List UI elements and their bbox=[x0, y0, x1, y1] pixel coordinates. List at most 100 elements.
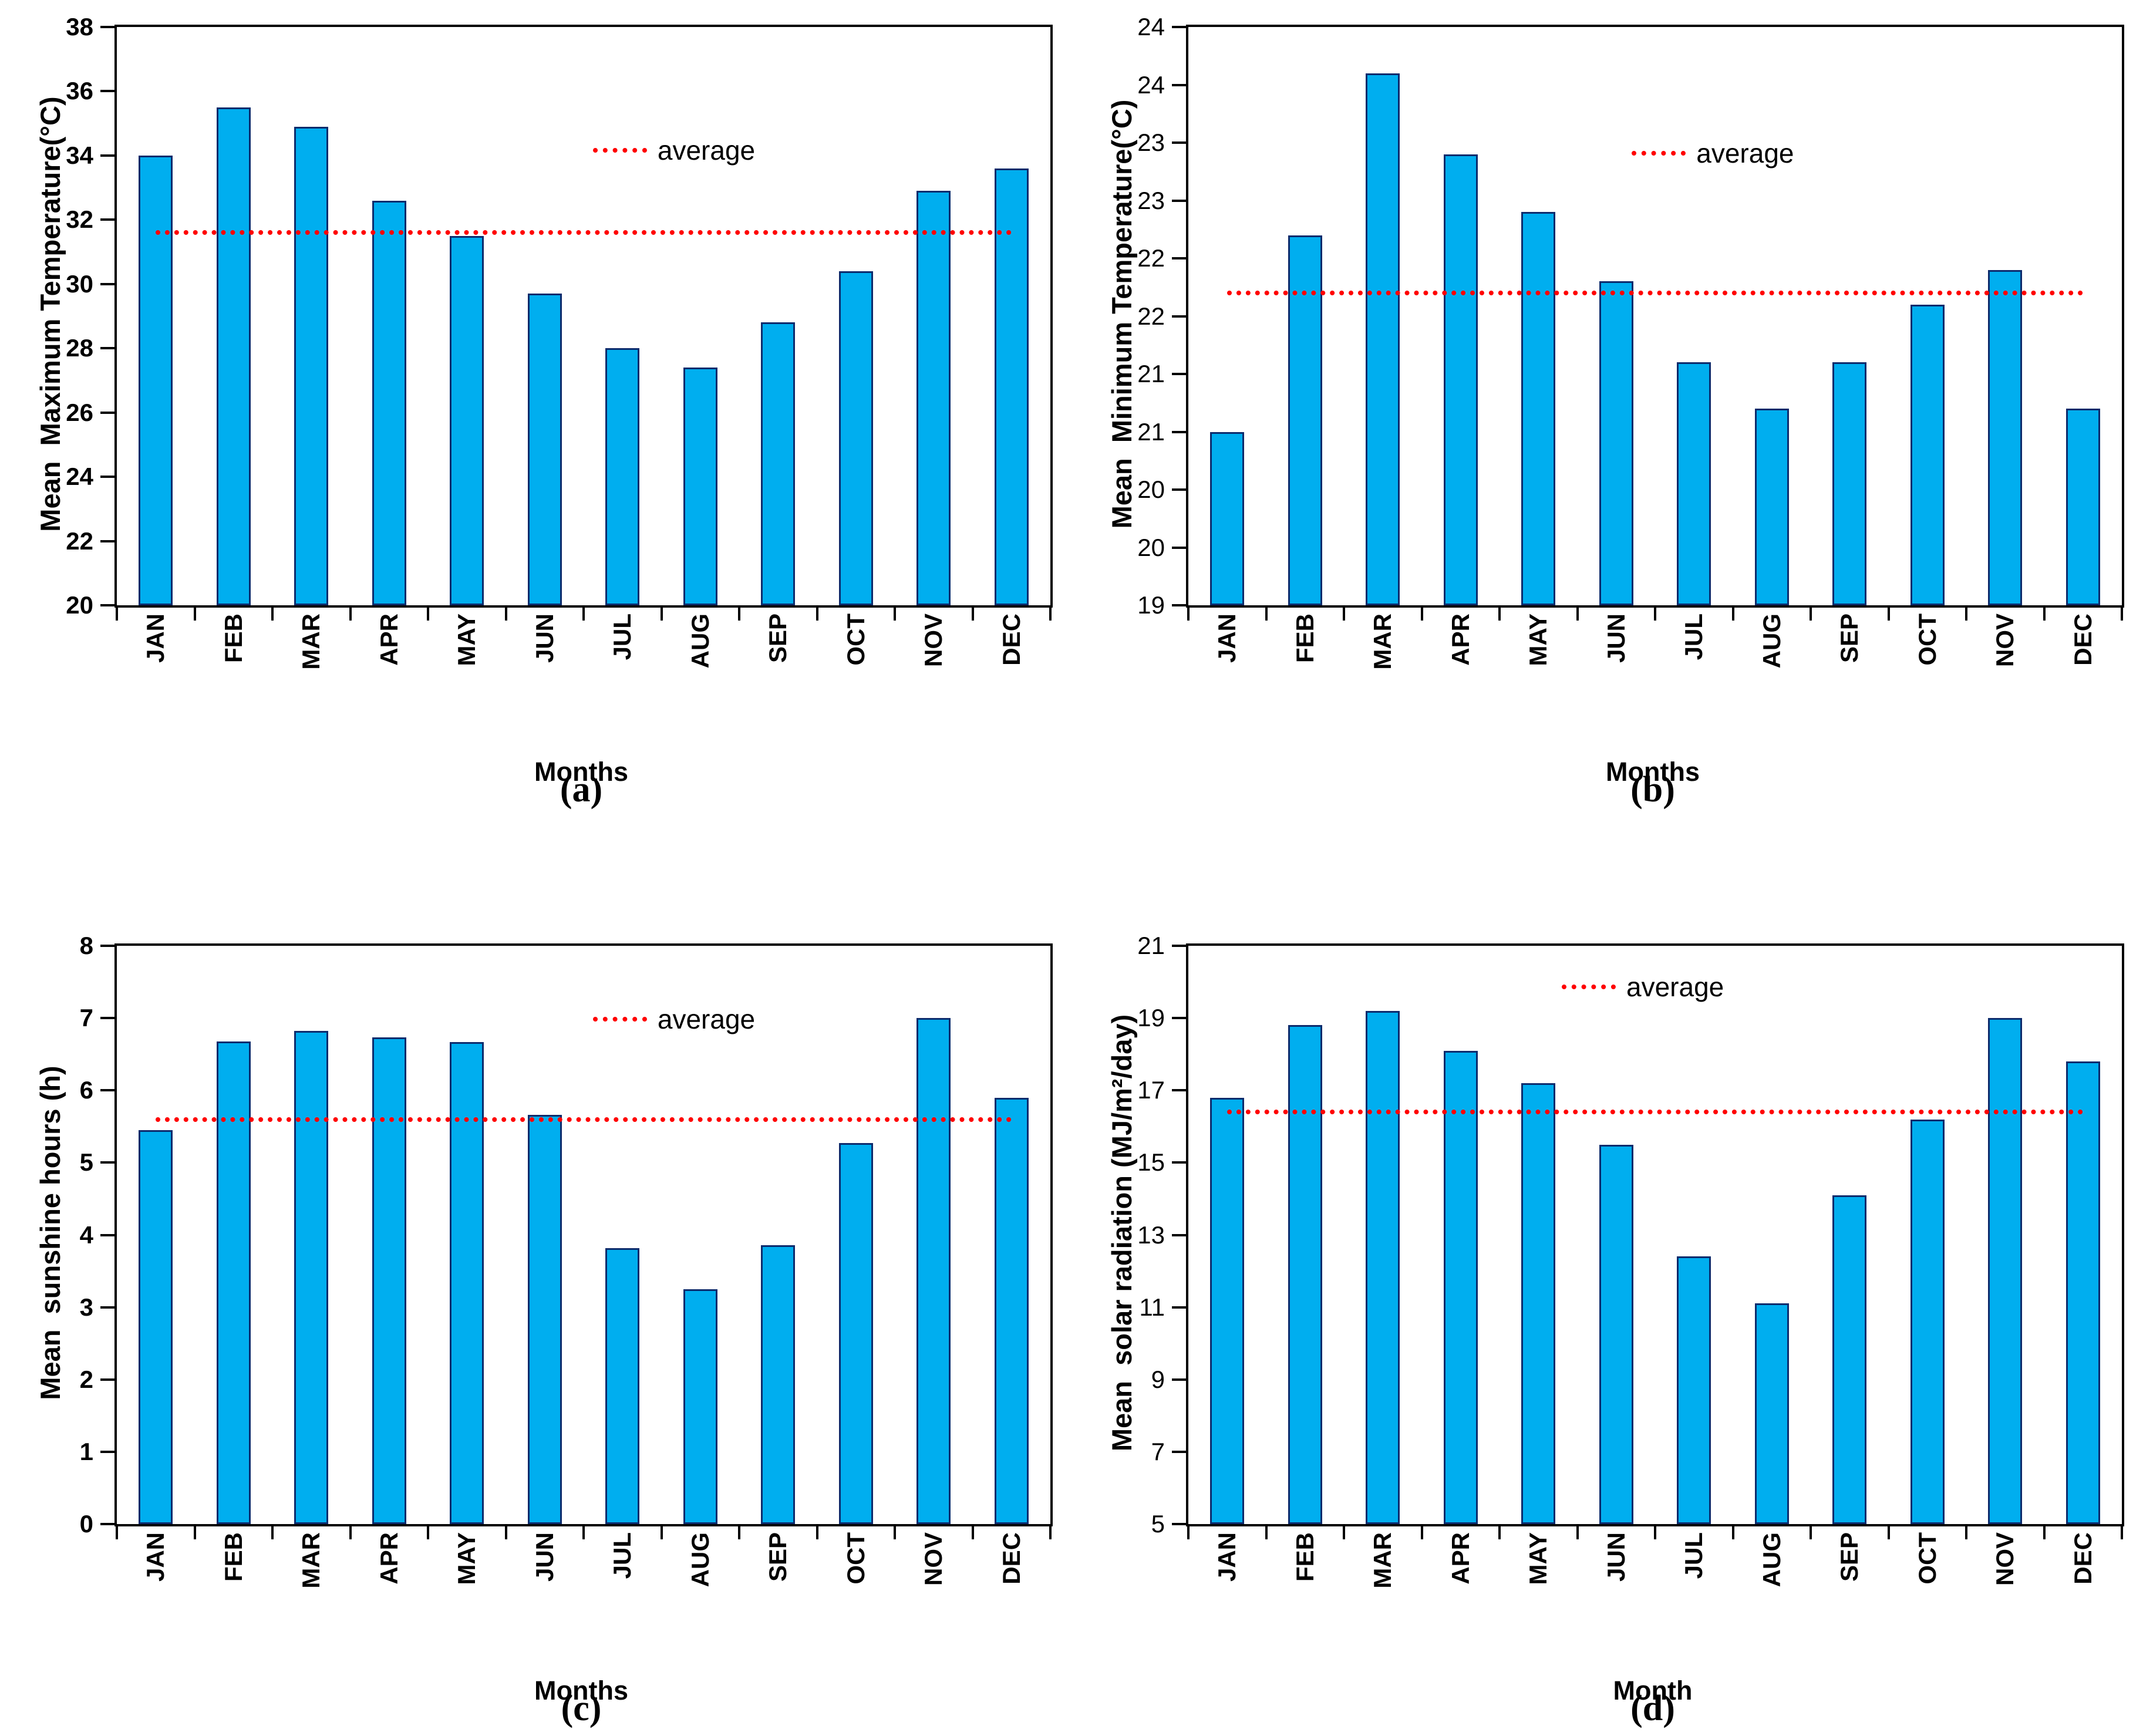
y-axis-tick-mark bbox=[100, 218, 114, 221]
x-axis-tick-mark bbox=[427, 608, 429, 621]
x-axis-tick-mark bbox=[1731, 608, 1734, 621]
x-axis-tick-mark bbox=[816, 1526, 818, 1539]
bar-may bbox=[450, 235, 484, 605]
x-axis-tick-mark bbox=[582, 608, 585, 621]
x-axis-title: Months bbox=[534, 1676, 628, 1705]
bar-oct bbox=[838, 1143, 873, 1524]
x-axis-tick-mark bbox=[193, 608, 196, 621]
plot-area-a: 38 36 34 32 30 28 26 24 22 20 average JAN FEB MAR APR M… bbox=[66, 13, 1053, 670]
x-tick-label-month: OCT bbox=[1913, 614, 1941, 666]
bar-may bbox=[1521, 212, 1556, 605]
y-axis-tick-mark bbox=[100, 1017, 114, 1020]
bar-mar bbox=[1366, 73, 1400, 605]
x-axis-tick-mark bbox=[1343, 1526, 1345, 1539]
chart-panel-c: Mean sunshine hours (h) 8 7 6 5 4 3 2 1 0 average J… bbox=[0, 919, 1072, 1736]
y-axis-tick-mark bbox=[100, 1450, 114, 1453]
x-tick-label-month: DEC bbox=[997, 614, 1025, 666]
plot-area-d: 21 19 17 15 13 11 9 7 5 average JAN FEB MAR APR MAY JUN… bbox=[1137, 932, 2124, 1589]
bar-jan bbox=[139, 1130, 173, 1524]
bar-mar bbox=[294, 126, 329, 605]
bar-oct bbox=[1910, 304, 1945, 605]
x-axis-tick-mark bbox=[193, 1526, 196, 1539]
y-axis-tick-mark bbox=[1172, 199, 1186, 202]
x-tick-label-month: NOV bbox=[919, 1532, 948, 1586]
y-tick-label: 5 bbox=[1151, 1510, 1165, 1538]
bar-apr bbox=[1443, 1050, 1478, 1524]
legend: average bbox=[592, 1004, 756, 1035]
x-axis-title: Months bbox=[1606, 757, 1700, 787]
bar-sep bbox=[761, 1245, 796, 1524]
y-axis-tick-mark bbox=[1172, 315, 1186, 318]
y-tick-label: 20 bbox=[1137, 476, 1165, 503]
y-tick-label: 22 bbox=[1137, 302, 1165, 330]
bar-jan bbox=[1210, 432, 1245, 605]
y-axis-tick-mark bbox=[100, 90, 114, 93]
x-tick-label-month: MAY bbox=[453, 1532, 481, 1585]
x-axis-title: Months bbox=[534, 757, 628, 787]
y-tick-label: 34 bbox=[66, 141, 93, 169]
x-tick-label-month: DEC bbox=[2068, 614, 2097, 666]
bar-feb bbox=[1288, 235, 1322, 605]
x-axis-tick-mark bbox=[1887, 608, 1890, 621]
chart-panel-d: Mean solar radiation (MJ/m²/day) 21 19 17 15… bbox=[1072, 919, 2143, 1736]
x-tick-label-month: APR bbox=[1446, 614, 1474, 666]
x-tick-label-month: NOV bbox=[1991, 614, 2019, 668]
x-axis-tick-mark bbox=[816, 608, 818, 621]
legend-label: average bbox=[657, 1004, 756, 1035]
y-tick-label: 38 bbox=[66, 13, 93, 41]
x-tick-label-month: DEC bbox=[2068, 1532, 2097, 1585]
average-line bbox=[1227, 291, 2083, 296]
average-line-legend-swatch-icon bbox=[592, 1017, 647, 1022]
y-axis-tick-mark bbox=[1172, 604, 1186, 606]
y-axis-tick-mark bbox=[100, 540, 114, 542]
legend: average bbox=[1632, 140, 1794, 167]
y-tick-label: 20 bbox=[66, 591, 93, 619]
y-axis-tick-mark bbox=[1172, 26, 1186, 28]
bar-nov bbox=[1988, 1018, 2023, 1524]
x-axis-tick-mark bbox=[271, 1526, 274, 1539]
average-line bbox=[156, 1117, 1012, 1122]
y-tick-label: 24 bbox=[1137, 13, 1165, 41]
y-tick-label: 2 bbox=[79, 1365, 93, 1393]
y-axis-tick-mark bbox=[1172, 430, 1186, 433]
y-axis-tick-mark bbox=[100, 1523, 114, 1525]
x-tick-label-month: AUG bbox=[686, 1532, 714, 1587]
y-tick-label: 20 bbox=[1137, 533, 1165, 561]
x-tick-label-month: JAN bbox=[141, 614, 170, 663]
bar-oct bbox=[838, 271, 873, 605]
bar-nov bbox=[1988, 269, 2023, 605]
y-tick-label: 22 bbox=[1137, 244, 1165, 272]
y-axis-tick-mark bbox=[1172, 257, 1186, 259]
x-axis-tick-mark bbox=[1498, 608, 1501, 621]
y-axis-tick-mark bbox=[1172, 1306, 1186, 1309]
bar-apr bbox=[372, 1037, 406, 1524]
y-tick-label: 28 bbox=[66, 334, 93, 362]
y-tick-label: 36 bbox=[66, 77, 93, 105]
x-tick-label-month: FEB bbox=[1290, 614, 1319, 663]
y-tick-label: 5 bbox=[79, 1148, 93, 1177]
legend-label: average bbox=[657, 135, 756, 166]
x-tick-label-month: MAR bbox=[297, 614, 325, 670]
x-axis-tick-mark bbox=[2121, 1526, 2123, 1539]
plot-area-c: 8 7 6 5 4 3 2 1 0 average JAN FEB MAR APR MAY JUN JUL AUG… bbox=[80, 932, 1053, 1589]
legend: average bbox=[1562, 973, 1724, 1000]
y-tick-label: 32 bbox=[66, 205, 93, 234]
y-tick-label: 26 bbox=[66, 398, 93, 426]
bar-mar bbox=[294, 1031, 329, 1524]
y-tick-label: 15 bbox=[1137, 1148, 1165, 1177]
bar-aug bbox=[1754, 409, 1789, 605]
y-tick-label: 21 bbox=[1137, 360, 1165, 387]
average-line bbox=[1227, 1110, 2083, 1115]
x-axis-tick-mark bbox=[1731, 1526, 1734, 1539]
x-axis-tick-mark bbox=[504, 608, 507, 621]
y-axis-tick-mark bbox=[1172, 1089, 1186, 1092]
bar-aug bbox=[683, 368, 717, 605]
x-tick-label-month: DEC bbox=[997, 1532, 1025, 1585]
bar-jul bbox=[1677, 1256, 1711, 1524]
x-tick-label-month: OCT bbox=[841, 614, 870, 666]
x-tick-label-month: AUG bbox=[1757, 1532, 1785, 1587]
x-tick-label-month: FEB bbox=[219, 1532, 247, 1582]
x-axis-tick-mark bbox=[116, 608, 118, 621]
y-tick-label: 1 bbox=[79, 1437, 93, 1465]
y-tick-label: 7 bbox=[79, 1004, 93, 1032]
